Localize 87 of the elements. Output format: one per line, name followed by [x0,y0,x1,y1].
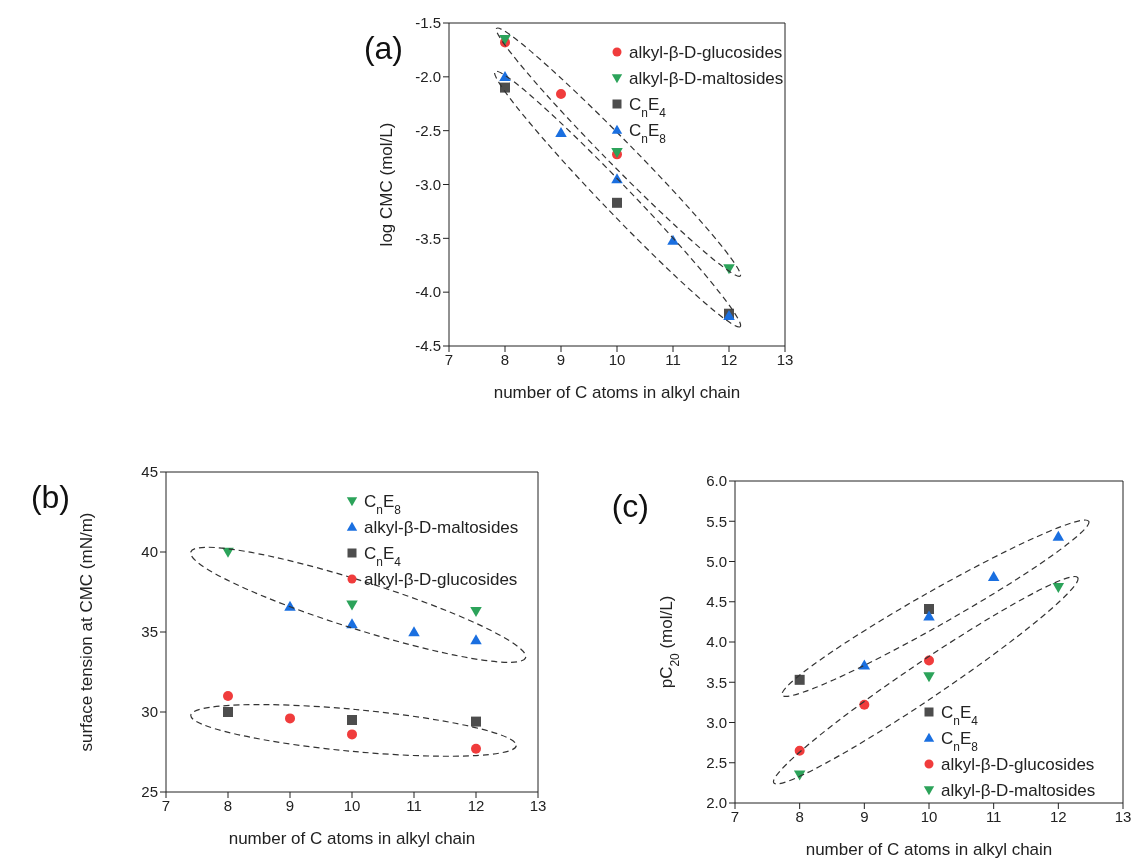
point [794,674,805,685]
y-tick-label: 6.0 [706,472,727,490]
point [470,634,482,645]
point [470,606,482,617]
y-tick-label: 45 [141,463,158,481]
y-tick-label: 3.5 [706,673,727,691]
point [555,127,567,138]
legend-label: C$_{n}$E$_{4}$ [941,703,979,728]
point [347,729,357,740]
y-tick-label: 4.0 [706,633,727,651]
point [556,89,566,100]
legend-label: C$_{n}$E$_{8}$ [629,121,667,146]
y-tick-label: 2.0 [706,794,727,812]
legend-label: C$_{n}$E$_{4}$ [364,544,402,569]
x-tick-label: 13 [529,796,547,814]
x-tick-label: 8 [500,350,510,368]
chart-title: (c) [611,488,649,524]
y-tick-label: -2.0 [415,68,441,86]
y-tick-label: 5.0 [706,552,727,570]
point [223,691,233,701]
x-tick-label: 11 [665,350,681,368]
point [923,610,935,621]
y-tick-label: 2.5 [706,754,727,772]
point [859,699,870,710]
x-axis-title: number of C atoms in alkyl chain [228,829,476,848]
x-tick-label: 8 [795,807,804,825]
x-tick-label: 7 [730,807,740,825]
point [1052,583,1065,594]
point [223,707,233,717]
x-tick-label: 13 [776,350,794,368]
y-tick-label: 25 [141,783,158,801]
point [924,604,934,614]
x-axis-title: number of C atoms in alkyl chain [493,383,741,402]
legend-label: alkyl-β-D-glucosides [629,43,783,62]
legend-label: C$_{n}$E$_{8}$ [364,492,402,517]
x-tick-label: 10 [608,350,626,368]
x-tick-label: 10 [343,796,361,814]
point [1052,530,1065,541]
x-tick-label: 12 [467,796,485,814]
point [347,715,357,725]
x-tick-label: 8 [223,796,233,814]
y-tick-label: -3.0 [415,175,441,193]
legend-label: C$_{n}$E$_{8}$ [941,729,979,754]
chart-title: (b) [30,479,70,515]
y-tick-label: -1.5 [415,14,441,32]
x-tick-label: 7 [161,796,171,814]
point [408,626,420,637]
x-tick-label: 13 [1114,807,1132,825]
legend-label: alkyl-β-D-maltosides [629,69,784,88]
x-tick-label: 10 [920,807,938,825]
y-tick-label: -3.5 [415,229,441,247]
y-axis-title: log CMC (mol/L) [377,122,396,247]
x-tick-label: 12 [1049,807,1067,825]
point [285,713,295,724]
point [471,743,481,754]
chart-title: (a) [363,30,403,66]
point [500,82,510,93]
y-tick-label: -4.0 [415,283,441,301]
y-tick-label: -2.5 [415,121,441,139]
y-tick-label: -4.5 [415,337,441,355]
y-tick-label: 3.0 [706,713,727,731]
x-tick-label: 11 [985,807,1002,825]
x-tick-label: 9 [285,796,295,814]
point [471,716,481,727]
point [612,197,622,208]
y-tick-label: 40 [141,543,158,561]
x-tick-label: 11 [406,796,422,814]
x-tick-label: 9 [556,350,566,368]
y-axis-title: surface tension at CMC (mN/m) [77,512,96,752]
y-tick-label: 35 [141,623,158,641]
legend-label: alkyl-β-D-maltosides [364,518,519,537]
legend-label: alkyl-β-D-glucosides [941,755,1095,774]
x-axis-title: number of C atoms in alkyl chain [805,840,1053,859]
point [346,600,358,611]
x-tick-label: 12 [720,350,738,368]
y-tick-label: 30 [141,703,158,721]
point [923,672,935,683]
y-tick-label: 4.5 [706,593,727,611]
y-tick-label: 5.5 [706,512,727,530]
point [987,571,1000,582]
x-tick-label: 7 [444,350,454,368]
point [858,659,871,670]
x-tick-label: 9 [860,807,869,825]
legend-label: alkyl-β-D-maltosides [941,781,1096,800]
legend-label: C$_{n}$E$_{4}$ [629,95,667,120]
point [723,264,735,275]
legend-label: alkyl-β-D-glucosides [364,570,518,589]
